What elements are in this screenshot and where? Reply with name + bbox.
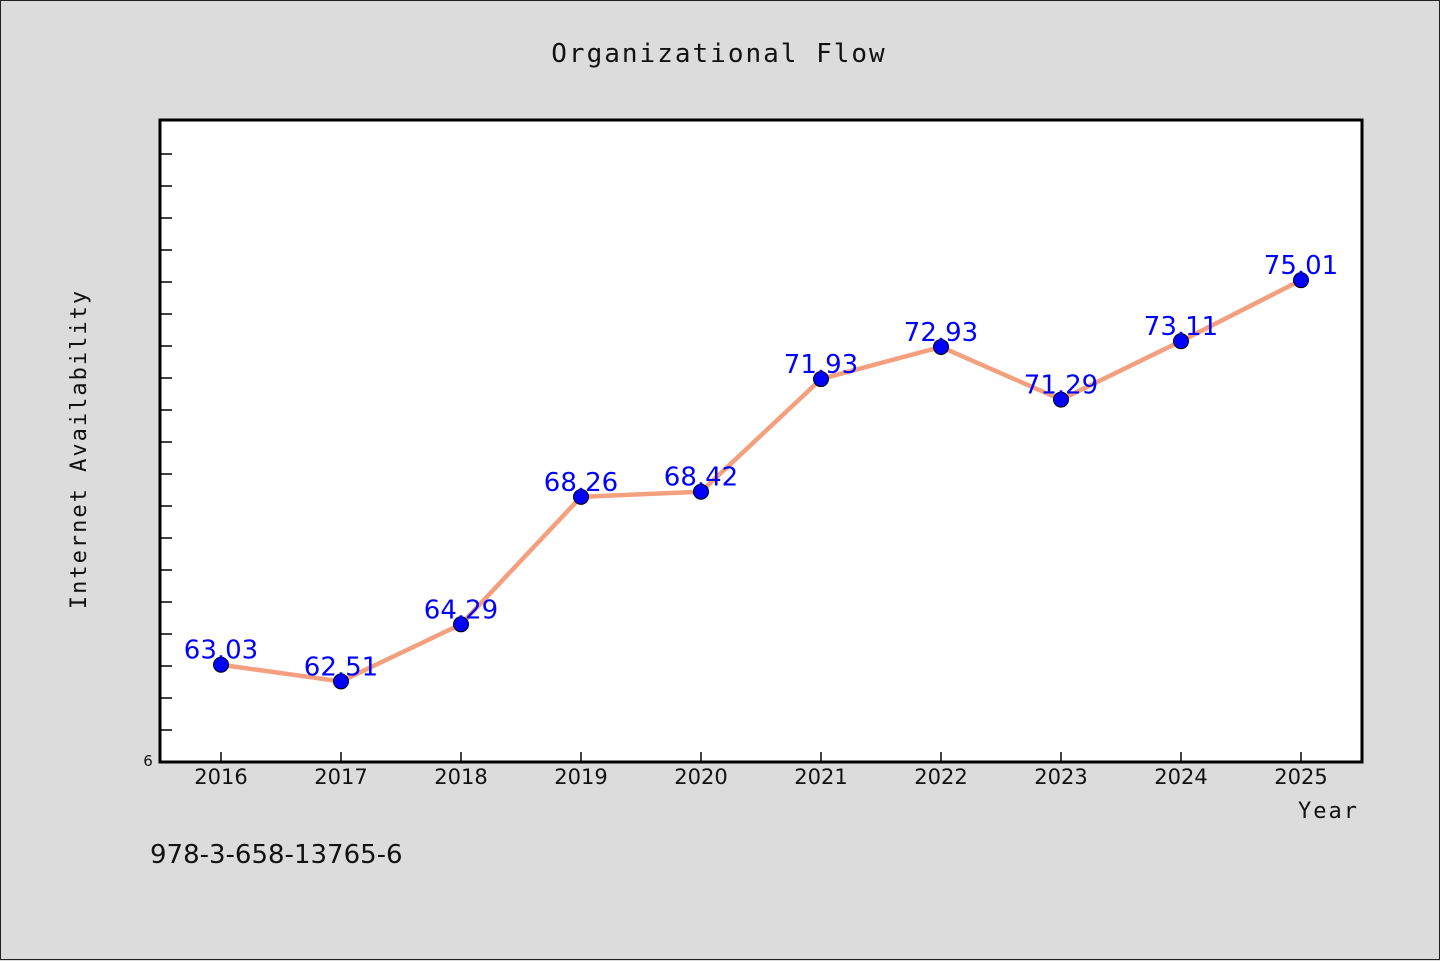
data-labels: 63.03 62.51 64.29 68.26 68.42 71.93 72.93 71.29… [184,251,1338,682]
data-point [213,656,229,673]
x-tick-label: 2024 [1154,765,1207,789]
data-label: 72.93 [904,318,978,348]
data-point [1293,272,1309,289]
x-tick-label: 2019 [554,765,607,789]
y-axis-label: Internet Availability [67,289,92,609]
data-label: 68.26 [544,468,618,498]
data-point [333,673,349,690]
plot-area [158,118,1364,764]
data-point [1053,391,1069,408]
x-axis-ticks: 2016 2017 2018 2019 2020 2021 2022 2023 2024 2025 [194,752,1328,789]
data-point [453,616,469,633]
x-tick-label: 2023 [1034,765,1087,789]
data-point [933,338,949,355]
data-label: 71.29 [1024,371,1098,401]
y-axis-ticks [160,153,172,731]
y-min-tick-label: 6 [143,752,153,770]
x-tick-label: 2017 [314,765,367,789]
data-label: 64.29 [424,595,498,625]
data-markers [213,272,1309,690]
data-point [573,488,589,505]
x-axis-label: Year [1298,799,1359,824]
chart-title: Organizational Flow [551,39,886,69]
data-label: 68.42 [664,463,738,493]
x-tick-label: 2025 [1274,765,1327,789]
data-label: 75.01 [1264,251,1338,281]
x-tick-label: 2021 [794,765,847,789]
data-label: 71.93 [784,350,858,380]
data-point [813,371,829,388]
data-point [1173,333,1189,350]
x-tick-label: 2016 [194,765,247,789]
x-tick-label: 2018 [434,765,487,789]
series-line-group [218,277,1304,684]
series-line [218,277,1304,684]
data-label: 63.03 [184,636,258,666]
data-point [693,483,709,500]
data-label: 62.51 [304,652,378,682]
data-label: 73.11 [1144,312,1218,342]
x-tick-label: 2020 [674,765,727,789]
isbn-annotation: 978-3-658-13765-6 [150,840,403,870]
x-tick-label: 2022 [914,765,967,789]
